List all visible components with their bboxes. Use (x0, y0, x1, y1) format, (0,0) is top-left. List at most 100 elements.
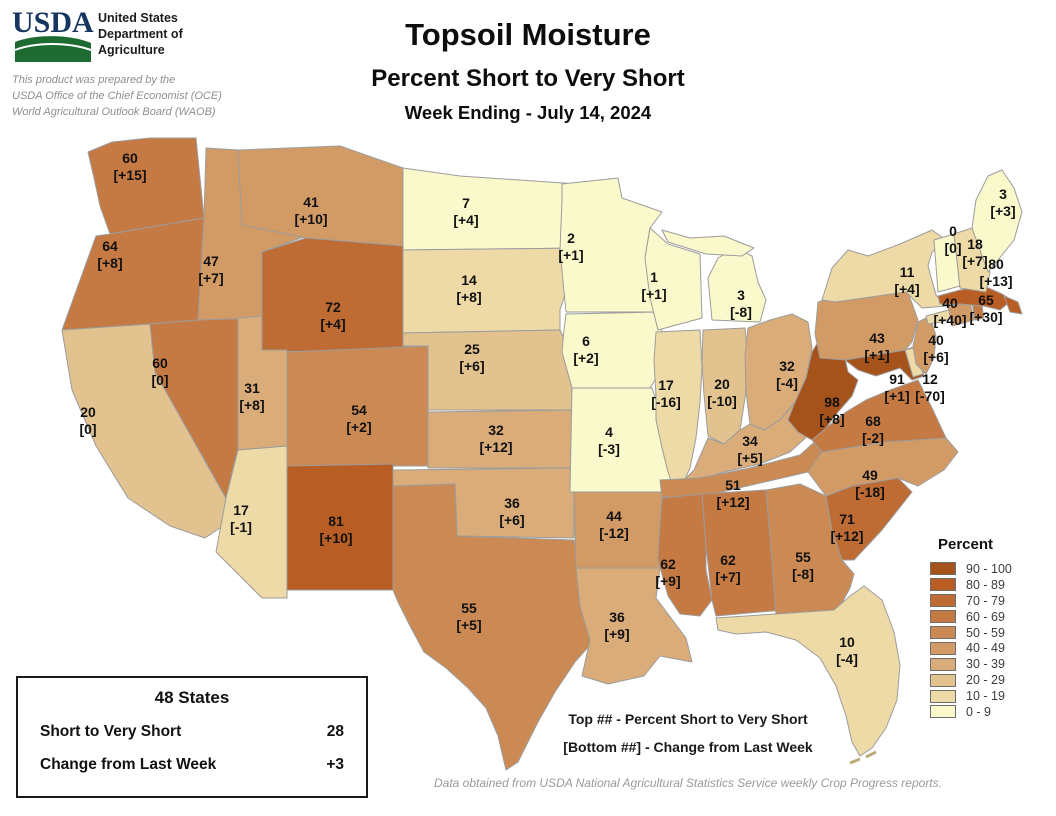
state-ID-change-label: [+7] (198, 270, 223, 286)
legend-swatch (930, 594, 956, 608)
state-SC-value-label: 71 (839, 511, 855, 527)
reading-key: Top ## - Percent Short to Very Short [Bo… (478, 705, 898, 761)
legend-row: 80 - 89 (926, 577, 1052, 593)
agency-name: United States Department of Agriculture (98, 10, 183, 58)
florida-keys-icon (849, 750, 877, 765)
legend-swatch (930, 657, 956, 671)
state-FL (715, 585, 901, 757)
usda-logo-icon: USDA (12, 6, 94, 62)
state-SD (402, 247, 581, 334)
state-MA (1003, 295, 1023, 315)
legend-row: 20 - 29 (926, 672, 1052, 688)
agency-line: Department of (98, 27, 183, 41)
state-MI (661, 229, 755, 257)
state-WI (644, 227, 703, 331)
state-MO-change-label: [-3] (598, 441, 620, 457)
state-ND-value-label: 7 (462, 195, 470, 211)
summary-row-value: 28 (326, 723, 344, 740)
state-MI-change-label: [-8] (730, 304, 752, 320)
state-WV-value-label: 98 (824, 394, 840, 410)
state-MS-change-label: [+9] (655, 573, 680, 589)
state-KY-value-label: 34 (742, 433, 758, 449)
state-LA-change-label: [+9] (604, 626, 629, 642)
state-NH-change-label: [+7] (962, 253, 987, 269)
state-PA-value-label: 43 (869, 330, 885, 346)
legend-row: 50 - 59 (926, 625, 1052, 641)
state-NC-value-label: 49 (862, 467, 878, 483)
state-SC-change-label: [+12] (830, 528, 863, 544)
summary-row-label: Change from Last Week (40, 756, 217, 773)
state-AR-value-label: 44 (606, 508, 622, 524)
summary-title: 48 States (154, 688, 230, 707)
state-ND (402, 167, 581, 251)
state-IL-value-label: 17 (658, 377, 674, 393)
legend-swatch (930, 610, 956, 624)
legend-range-label: 0 - 9 (966, 704, 992, 719)
state-MA-value-label: 80 (988, 256, 1004, 272)
state-VA-value-label: 68 (865, 413, 881, 429)
state-WY-change-label: [+4] (320, 316, 345, 332)
state-AL-change-label: [+7] (715, 569, 740, 585)
legend-range-label: 30 - 39 (966, 657, 1005, 672)
state-IL-change-label: [-16] (651, 394, 681, 410)
state-IN-value-label: 20 (714, 376, 730, 392)
state-NE (402, 329, 577, 411)
state-MS-value-label: 62 (660, 556, 676, 572)
state-NC-change-label: [-18] (855, 484, 885, 500)
state-MT-value-label: 41 (303, 194, 319, 210)
state-OK-change-label: [+6] (499, 512, 524, 528)
state-IA-change-label: [+2] (573, 350, 598, 366)
legend-row: 70 - 79 (926, 593, 1052, 609)
state-NV-change-label: [0] (151, 372, 168, 388)
legend-swatch (930, 578, 956, 592)
prepared-by-note: This product was prepared by the USDA Of… (12, 74, 222, 118)
reading-key-top: Top ## - Percent Short to Very Short (568, 711, 808, 727)
state-WY (261, 237, 404, 353)
state-SD-change-label: [+8] (456, 289, 481, 305)
state-MD (844, 345, 925, 381)
state-AL-value-label: 62 (720, 552, 736, 568)
state-CT-value-label: 40 (942, 295, 958, 311)
state-OR-change-label: [+8] (97, 255, 122, 271)
state-UT-change-label: [+8] (239, 397, 264, 413)
state-KS-value-label: 32 (488, 422, 504, 438)
state-MT-change-label: [+10] (294, 211, 327, 227)
state-OR-value-label: 64 (102, 238, 118, 254)
state-AZ-value-label: 17 (233, 502, 249, 518)
map-legend: Percent 90 - 100 80 - 89 70 - 79 60 - 69 50 … (926, 536, 1052, 720)
state-GA (765, 483, 855, 617)
data-source-footnote: Data obtained from USDA National Agricul… (434, 776, 942, 790)
state-LA-value-label: 36 (609, 609, 625, 625)
state-RI-change-label: [+30] (969, 309, 1002, 325)
agency-line: Agriculture (98, 43, 165, 57)
state-NH (953, 227, 991, 293)
state-FL-change-label: [-4] (836, 651, 858, 667)
summary-box: 48 States Short to Very Short 28 Change … (16, 676, 368, 798)
state-CA-value-label: 20 (80, 404, 96, 420)
legend-range-label: 40 - 49 (966, 641, 1005, 656)
state-MA-change-label: [+13] (979, 273, 1012, 289)
state-LA (575, 567, 693, 685)
state-WA-change-label: [+15] (113, 167, 146, 183)
state-NY-value-label: 11 (900, 264, 915, 280)
state-ID-value-label: 47 (203, 253, 219, 269)
state-WA-value-label: 60 (122, 150, 138, 166)
state-RI-value-label: 65 (978, 292, 994, 308)
state-VT-value-label: 0 (949, 223, 957, 239)
legend-range-label: 10 - 19 (966, 689, 1005, 704)
state-KS-change-label: [+12] (479, 439, 512, 455)
legend-range-label: 80 - 89 (966, 577, 1005, 592)
state-TN-value-label: 51 (725, 477, 741, 493)
state-NE-change-label: [+6] (459, 358, 484, 374)
state-MN-value-label: 2 (567, 230, 575, 246)
legend-row: 60 - 69 (926, 609, 1052, 625)
legend-range-label: 90 - 100 (966, 561, 1012, 576)
state-PA-change-label: [+1] (864, 347, 889, 363)
state-AZ (215, 445, 288, 599)
legend-swatch (930, 705, 956, 719)
legend-swatch (930, 626, 956, 639)
state-NV-value-label: 60 (152, 355, 168, 371)
state-TX-change-label: [+5] (456, 617, 481, 633)
state-OK-value-label: 36 (504, 495, 520, 511)
state-OR (61, 217, 205, 331)
